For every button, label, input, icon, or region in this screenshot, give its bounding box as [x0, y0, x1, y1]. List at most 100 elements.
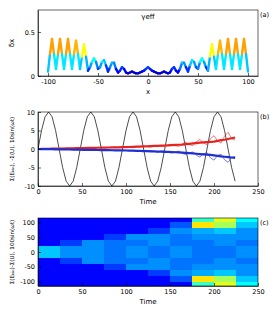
x-axis: 050100150200250	[36, 183, 264, 196]
y-axis: -100-50050100	[20, 219, 41, 287]
y-axis: -10-50510	[24, 109, 41, 191]
figure: -100-5005010000.5γeffxδx(a)0501001502002…	[0, 0, 277, 312]
heat-cell	[192, 234, 214, 240]
tick: -5	[29, 164, 41, 172]
heat-cell	[236, 234, 258, 240]
plot-frame	[38, 218, 258, 286]
tick-label: 0	[31, 146, 35, 154]
heat-cell	[236, 246, 258, 252]
heat-cell	[104, 252, 126, 258]
heat-cell	[192, 252, 214, 258]
curve-segment	[48, 54, 50, 72]
tick: 0	[31, 146, 41, 154]
tick-mark	[38, 112, 41, 113]
heat-cell	[170, 264, 192, 270]
axis-line	[39, 186, 259, 187]
heat-cell	[82, 240, 104, 246]
tick-label: 5	[31, 127, 35, 135]
tick-label: 0	[36, 288, 40, 296]
tick-label: 150	[164, 288, 176, 296]
series-line	[38, 132, 235, 149]
heat-cell	[148, 264, 170, 270]
tick-label: 100	[120, 188, 132, 196]
tick-mark	[198, 73, 199, 76]
series-line	[38, 112, 235, 186]
curve-segment	[236, 39, 238, 54]
heat-cell	[170, 234, 192, 240]
tick-mark	[126, 183, 127, 186]
heat-cell	[104, 222, 126, 228]
tick-label: -10	[24, 183, 35, 191]
panel-label: (c)	[260, 219, 269, 227]
tick: -10	[24, 183, 41, 191]
heat-cell	[104, 264, 126, 270]
tick-mark	[214, 283, 215, 286]
panel-label: (b)	[260, 113, 269, 121]
tick: 5	[31, 127, 41, 135]
heat-cell	[104, 234, 126, 240]
axis-line	[38, 11, 39, 77]
heat-cell	[148, 228, 170, 234]
tick-mark	[258, 183, 259, 186]
heat-cell	[170, 240, 192, 246]
heat-cell	[126, 240, 148, 246]
tick: 100	[23, 219, 41, 227]
heat-cell	[236, 218, 258, 223]
tick-label: -100	[20, 278, 35, 286]
heat-cell	[170, 222, 192, 228]
heat-cell	[38, 270, 60, 276]
heat-cell	[148, 240, 170, 246]
heat-cell	[236, 228, 258, 234]
heat-cell	[104, 228, 126, 234]
heat-cell	[214, 222, 236, 228]
heat-cell	[170, 270, 192, 276]
tick-mark	[214, 183, 215, 186]
heat-cell	[192, 222, 214, 228]
curve-segment	[80, 57, 82, 69]
tick-label: 0.5	[25, 29, 35, 37]
heat-cell	[60, 234, 82, 240]
series-line	[38, 138, 235, 149]
heat-cell	[82, 218, 104, 223]
panel: 050100150200250-100-50050100TimeΣ(Eₖᵢₙ)-…	[9, 217, 269, 306]
tick: 100	[120, 183, 132, 196]
panel-label: (a)	[260, 11, 269, 19]
heat-cell	[104, 270, 126, 276]
curve-segment	[228, 39, 230, 54]
curve-segment	[240, 54, 242, 69]
heat-cell	[236, 270, 258, 276]
tick: 150	[164, 283, 176, 296]
y-axis-title: Σ(Eₖᵢₙ), -Σ(U), 10sin(ωt)	[9, 117, 15, 182]
heat-cell	[148, 252, 170, 258]
heat-cell	[104, 276, 126, 282]
heat-cell	[60, 246, 82, 252]
tick-label: 50	[27, 234, 35, 242]
heat-cell	[126, 282, 148, 286]
tick-mark	[38, 131, 41, 132]
heat-cell	[126, 246, 148, 252]
heat-cell	[236, 282, 258, 286]
heat-cell	[38, 234, 60, 240]
tick-label: 50	[78, 288, 86, 296]
heat-cell	[38, 282, 60, 286]
heat-cell	[60, 222, 82, 228]
heat-cell	[82, 228, 104, 234]
heat-cell	[170, 218, 192, 223]
tick: 250	[252, 183, 264, 196]
curve-segment	[216, 54, 218, 69]
tick-mark	[98, 73, 99, 76]
tick-label: 150	[164, 188, 176, 196]
heat-cell	[214, 228, 236, 234]
heat-cell	[38, 222, 60, 228]
heat-cell	[104, 282, 126, 286]
tick-mark	[82, 283, 83, 286]
heat-cell	[38, 240, 60, 246]
heat-cell	[236, 276, 258, 282]
heat-cell	[236, 252, 258, 258]
heat-cell	[104, 258, 126, 264]
y-axis: 00.5	[25, 11, 41, 81]
series-line	[38, 149, 235, 158]
heat-cell	[38, 258, 60, 264]
tick: -50	[24, 263, 41, 271]
x-axis-title: Time	[138, 198, 156, 206]
